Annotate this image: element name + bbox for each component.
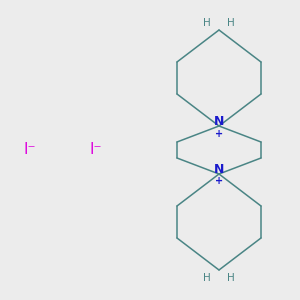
Text: H: H <box>227 17 235 28</box>
Text: +: + <box>215 128 223 139</box>
Text: +: + <box>215 176 223 187</box>
Text: I⁻: I⁻ <box>90 142 102 158</box>
Text: H: H <box>227 273 235 284</box>
Text: I⁻: I⁻ <box>24 142 36 158</box>
Text: H: H <box>203 273 211 284</box>
Text: N: N <box>214 115 224 128</box>
Text: H: H <box>203 17 211 28</box>
Text: N: N <box>214 163 224 176</box>
